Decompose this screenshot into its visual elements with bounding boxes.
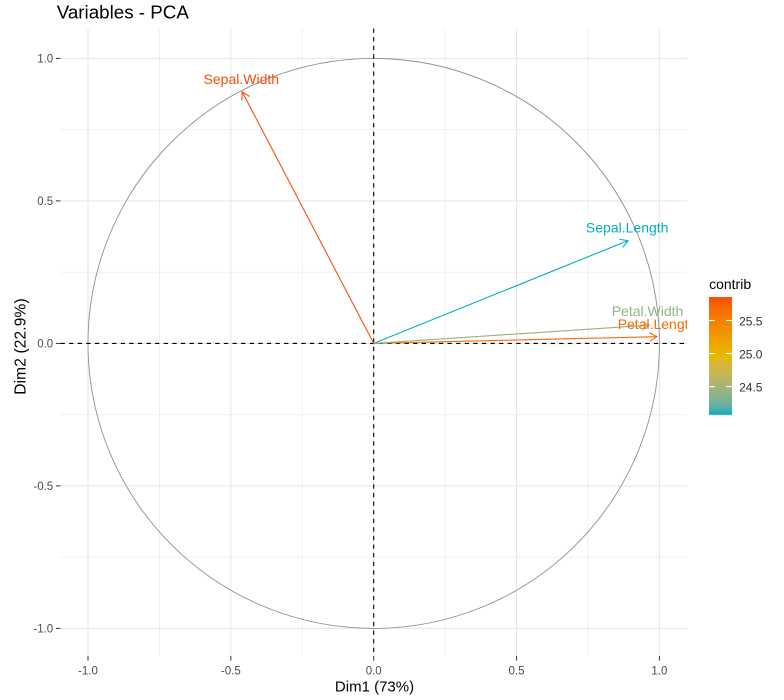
svg-text:0.0: 0.0 [366,665,382,677]
svg-text:Petal.Width: Petal.Width [612,303,684,319]
svg-text:1.0: 1.0 [37,54,53,66]
svg-text:1.0: 1.0 [651,665,667,677]
svg-text:Sepal.Length: Sepal.Length [586,220,669,236]
svg-text:Sepal.Width: Sepal.Width [204,71,279,87]
svg-text:0.0: 0.0 [37,339,53,351]
svg-text:0.5: 0.5 [37,196,53,208]
svg-text:Petal.Length: Petal.Length [618,316,697,332]
svg-text:0.5: 0.5 [509,665,525,677]
svg-text:25.0: 25.0 [739,348,763,362]
svg-text:-1.0: -1.0 [33,624,53,636]
svg-text:Dim1 (73%): Dim1 (73%) [335,679,414,696]
svg-text:-1.0: -1.0 [78,665,98,677]
svg-text:contrib: contrib [709,276,751,292]
svg-text:25.5: 25.5 [739,315,763,329]
svg-text:24.5: 24.5 [739,381,763,395]
svg-text:-0.5: -0.5 [33,481,53,493]
svg-text:Variables - PCA: Variables - PCA [57,2,190,23]
svg-text:-0.5: -0.5 [221,665,241,677]
svg-text:Dim2 (22.9%): Dim2 (22.9%) [12,298,29,395]
